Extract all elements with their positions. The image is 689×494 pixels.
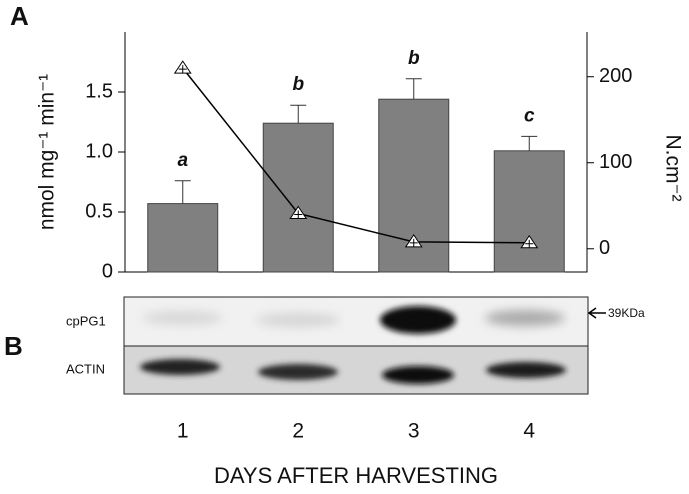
significance-letter: b [292,74,304,95]
y-axis-title: nmol mg⁻¹ min⁻¹ [36,74,59,230]
y-tick-label: 1.0 [85,140,113,162]
band [256,313,340,327]
y-tick-label: 0 [102,260,113,282]
marker [289,205,308,220]
axis-frame [124,32,588,273]
x-axis-title: DAYS AFTER HARVESTING [214,463,498,488]
x-tick-label: 4 [523,420,535,443]
marker [520,234,539,249]
bar [493,150,565,273]
panel-label: A [10,1,29,31]
bar [262,122,334,273]
blot-row-label: ACTIN [66,361,105,376]
band [140,359,220,375]
bar [147,203,219,273]
band [486,362,566,378]
panel-label: B [4,331,23,361]
band [485,310,565,326]
band [382,366,454,384]
significance-letter: b [408,48,420,69]
y2-tick-label: 0 [599,237,610,259]
band [258,364,338,380]
marker-label: 39KDa [608,306,645,320]
marker [173,60,192,74]
line [182,67,530,244]
y2-tick-label: 200 [599,65,632,87]
y-tick-label: 1.5 [85,80,113,102]
marker [404,233,423,248]
x-tick-label: 2 [292,420,304,443]
significance-letter: a [177,150,188,171]
marker-arrow [587,307,606,319]
blot: cpPG1 ACTIN 39KDa [66,296,645,395]
band [143,311,223,325]
y2-axis-title: N.cm⁻² [661,134,684,201]
y2-tick-label: 100 [599,151,632,173]
x-tick-label: 1 [177,420,189,443]
band [380,306,456,334]
x-tick-label: 3 [408,420,420,443]
significance-letter: c [524,105,535,126]
y-tick-label: 0.5 [85,200,113,222]
blot-row-label: cpPG1 [66,313,106,328]
